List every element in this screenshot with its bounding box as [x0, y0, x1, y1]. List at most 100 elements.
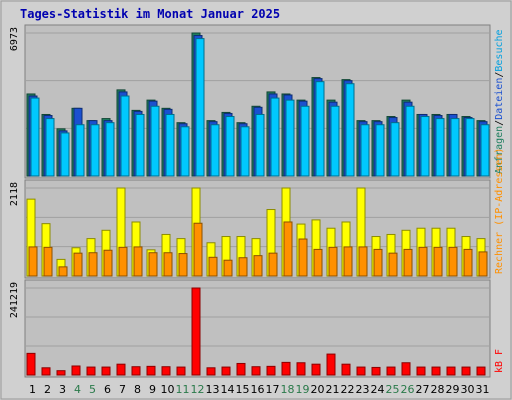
- bar-kb-f-day-18: [281, 361, 291, 376]
- bar-ip-adressen-day-7: [118, 246, 128, 277]
- bar-kb-f-day-27: [416, 366, 426, 376]
- bar-besuche-day-18: [285, 99, 295, 177]
- bar-ip-adressen-day-27: [418, 246, 428, 277]
- bar-kb-f-day-20: [311, 363, 321, 376]
- bar-kb-f-day-24: [371, 366, 381, 376]
- bar-besuche-day-8: [135, 113, 145, 177]
- x-tick-label-24: 24: [371, 383, 385, 396]
- bar-besuche-day-7: [120, 95, 130, 177]
- bar-ip-adressen-day-24: [373, 248, 383, 277]
- panel-middle-max-label: 2118: [9, 182, 20, 206]
- panel-middle-side-label-part: Rechner: [494, 232, 505, 274]
- bar-kb-f-day-12: [191, 287, 201, 376]
- bar-besuche-day-21: [330, 105, 340, 177]
- panel-bottom: 241219 kB F: [9, 279, 505, 378]
- panel-bottom-max-label: 241219: [9, 282, 20, 318]
- chart-panels: 6973Anfragen/Dateien/Besuche2118Rechner …: [9, 24, 505, 378]
- bar-kb-f-day-11: [176, 366, 186, 376]
- bar-ip-adressen-day-11: [178, 253, 188, 277]
- bar-kb-f-day-23: [356, 366, 366, 376]
- bar-ip-adressen-day-10: [163, 252, 173, 277]
- bar-ip-adressen-day-31: [478, 251, 488, 277]
- bar-kb-f-day-7: [116, 363, 126, 376]
- bar-besuche-day-31: [480, 124, 490, 177]
- x-tick-label-7: 7: [119, 383, 126, 396]
- bar-ip-adressen-day-14: [223, 259, 233, 277]
- bar-besuche-day-14: [225, 116, 235, 177]
- bar-besuche-day-3: [60, 132, 70, 177]
- bar-kb-f-day-6: [101, 366, 111, 376]
- bar-ip-adressen-day-18: [283, 221, 293, 277]
- bar-besuche-day-1: [30, 97, 40, 177]
- panel-top-side-label: Anfragen/Dateien/Besuche: [494, 29, 505, 174]
- x-axis-tick-labels: 1 2 3 4 5 6 7 8 9 10 11 12 13 14 15 16 17 18 19 20 21 22 23 24 2…: [29, 383, 490, 396]
- bar-kb-f-day-30: [461, 366, 471, 376]
- bar-besuche-day-11: [180, 126, 190, 177]
- x-tick-label-15: 15: [236, 383, 250, 396]
- bar-kb-f-day-1: [26, 352, 36, 376]
- bar-besuche-day-19: [300, 105, 310, 177]
- bar-kb-f-day-2: [41, 367, 51, 376]
- bar-besuche-day-26: [405, 105, 415, 177]
- x-tick-label-8: 8: [134, 383, 141, 396]
- x-tick-label-26: 26: [401, 383, 415, 396]
- x-tick-label-6: 6: [104, 383, 111, 396]
- x-tick-label-10: 10: [161, 383, 175, 396]
- bar-kb-f-day-3: [56, 370, 66, 376]
- x-tick-label-4: 4: [74, 383, 81, 396]
- bar-kb-f-day-14: [221, 366, 231, 376]
- x-tick-label-11: 11: [176, 383, 190, 396]
- bar-kb-f-day-9: [146, 365, 156, 376]
- bar-kb-f-day-28: [431, 366, 441, 376]
- x-tick-label-2: 2: [44, 383, 51, 396]
- x-tick-label-3: 3: [59, 383, 66, 396]
- bar-ip-adressen-day-9: [148, 252, 158, 277]
- bar-ip-adressen-day-8: [133, 246, 143, 277]
- x-tick-label-12: 12: [191, 383, 205, 396]
- bar-kb-f-day-13: [206, 367, 216, 376]
- bar-besuche-day-6: [105, 122, 115, 177]
- x-tick-label-9: 9: [149, 383, 156, 396]
- bar-kb-f-day-25: [386, 366, 396, 376]
- panel-top-side-label-part: Anfragen: [494, 126, 505, 174]
- x-tick-label-20: 20: [311, 383, 325, 396]
- bar-ip-adressen-day-3: [58, 266, 68, 277]
- bar-besuche-day-4: [75, 124, 85, 177]
- bar-besuche-day-17: [270, 97, 280, 177]
- bar-kb-f-day-29: [446, 366, 456, 376]
- panel-middle-side-label: Rechner (IP-Adressen): [494, 148, 505, 274]
- bar-ip-adressen-day-15: [238, 257, 248, 277]
- bar-besuche-day-20: [315, 81, 325, 177]
- bar-ip-adressen-day-12: [193, 222, 203, 277]
- bar-ip-adressen-day-20: [313, 248, 323, 277]
- bar-besuche-day-12: [195, 38, 205, 177]
- bar-besuche-day-24: [375, 124, 385, 177]
- bar-ip-adressen-day-29: [448, 246, 458, 277]
- bar-kb-f-day-5: [86, 366, 96, 376]
- x-tick-label-1: 1: [29, 383, 36, 396]
- panel-top-side-label-part: /: [494, 72, 505, 78]
- bar-ip-adressen-day-13: [208, 256, 218, 277]
- x-tick-label-29: 29: [446, 383, 460, 396]
- bar-kb-f-day-21: [326, 353, 336, 376]
- bar-besuche-day-22: [345, 83, 355, 177]
- x-tick-label-19: 19: [296, 383, 310, 396]
- bar-ip-adressen-day-19: [298, 238, 308, 277]
- x-tick-label-23: 23: [356, 383, 370, 396]
- x-tick-label-21: 21: [326, 383, 340, 396]
- bar-besuche-day-13: [210, 124, 220, 177]
- panel-bottom-side-label: kB F: [494, 349, 505, 373]
- x-tick-label-13: 13: [206, 383, 220, 396]
- bar-ip-adressen-day-6: [103, 249, 113, 277]
- panel-middle-side-label-part: (IP-Adressen): [494, 148, 505, 232]
- x-tick-label-28: 28: [431, 383, 445, 396]
- panel-top-max-label: 6973: [9, 27, 20, 51]
- bar-besuche-day-9: [150, 105, 160, 177]
- bar-ip-adressen-day-1: [28, 246, 38, 277]
- bar-ip-adressen-day-17: [268, 252, 278, 277]
- bar-besuche-day-2: [45, 118, 55, 177]
- x-tick-label-17: 17: [266, 383, 280, 396]
- bar-ip-adressen-day-26: [403, 248, 413, 277]
